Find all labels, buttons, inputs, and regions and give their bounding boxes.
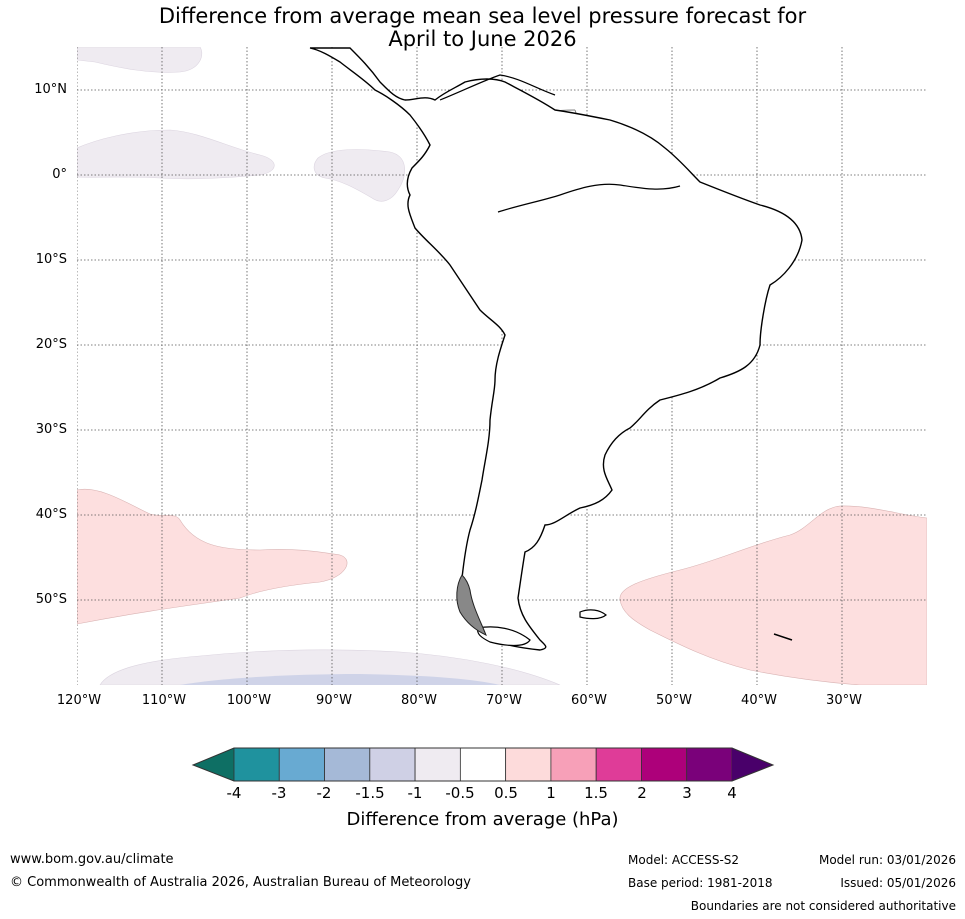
footer-base-period: Base period: 1981-2018 [628, 876, 773, 890]
colorbar-tick-neg0-5: -0.5 [445, 784, 475, 802]
lon-label-110w: 110°W [141, 693, 187, 708]
colorbar-segment [414, 747, 461, 782]
lon-label-40w: 40°W [741, 693, 777, 708]
anomaly-negative-medium-southern-ocean [180, 674, 500, 685]
lat-label-10n: 10°N [34, 82, 67, 97]
colorbar-tick-2: 2 [637, 784, 647, 802]
colorbar-tick-0-5: 0.5 [494, 784, 518, 802]
map-area [77, 47, 927, 685]
colorbar-segment [233, 747, 280, 782]
colorbar-arrow-high [732, 748, 773, 781]
footer-issued: Issued: 05/01/2026 [840, 876, 956, 890]
colorbar-segment [324, 747, 371, 782]
anomaly-negative-southern-ocean [99, 649, 561, 685]
colorbar-tick-3: 3 [682, 784, 692, 802]
lat-label-20s: 20°S [35, 337, 67, 352]
lat-label-30s: 30°S [35, 422, 67, 437]
footer-website: www.bom.gov.au/climate [10, 852, 174, 867]
lat-label-40s: 40°S [35, 507, 67, 522]
lon-label-120w: 120°W [56, 693, 102, 708]
lat-label-50s: 50°S [35, 592, 67, 607]
anomaly-negative-equatorial-pacific [77, 129, 275, 180]
south-georgia [773, 633, 793, 641]
colorbar-tick-neg3: -3 [271, 784, 287, 802]
footer-model: Model: ACCESS-S2 [628, 853, 740, 867]
colorbar-segment [550, 747, 597, 782]
colorbar-segment [505, 747, 552, 782]
anomaly-negative-north-pacific [77, 47, 203, 73]
colorbar-tick-1-5: 1.5 [584, 784, 608, 802]
colorbar-segment [641, 747, 688, 782]
tierra-del-fuego [477, 626, 531, 647]
colorbar-segment [278, 747, 325, 782]
map-title-line2: April to June 2026 [388, 27, 577, 51]
lon-label-100w: 100°W [226, 693, 272, 708]
amazon-river [497, 183, 681, 213]
colorbar-arrow-low [193, 748, 234, 781]
colorbar-segment [369, 747, 416, 782]
colorbar-tick-neg1: -1 [407, 784, 423, 802]
lon-label-30w: 30°W [826, 693, 862, 708]
footer-disclaimer: Boundaries are not considered authoritat… [690, 899, 956, 913]
footer-copyright: © Commonwealth of Australia 2026, Austra… [10, 875, 471, 890]
colorbar-segment [595, 747, 642, 782]
lon-label-60w: 60°W [571, 693, 607, 708]
colorbar-title: Difference from average (hPa) [346, 809, 619, 830]
map-title-line1: Difference from average mean sea level p… [158, 4, 807, 28]
lon-label-80w: 80°W [401, 693, 437, 708]
anomaly-negative-galapagos [313, 149, 405, 202]
colorbar-segment [686, 747, 733, 782]
anomaly-positive-south-atlantic [619, 505, 927, 685]
lon-label-70w: 70°W [486, 693, 522, 708]
colorbar-segment [459, 747, 507, 782]
south-america-coastline [309, 47, 803, 651]
colorbar-tick-neg4: -4 [226, 784, 242, 802]
footer-model-run: Model run: 03/01/2026 [818, 853, 956, 867]
lat-label-10s: 10°S [35, 252, 67, 267]
lat-label-0: 0° [52, 167, 67, 182]
colorbar-tick-4: 4 [727, 784, 737, 802]
colorbar-tick-neg1-5: -1.5 [355, 784, 385, 802]
colorbar-outline [191, 747, 775, 782]
colorbar-tick-neg2: -2 [316, 784, 332, 802]
lon-label-50w: 50°W [656, 693, 692, 708]
colorbar-tick-1: 1 [546, 784, 556, 802]
caribbean-coast [439, 74, 556, 101]
chilean-fjords [456, 574, 487, 636]
falkland-islands [579, 609, 607, 620]
lon-label-90w: 90°W [316, 693, 352, 708]
